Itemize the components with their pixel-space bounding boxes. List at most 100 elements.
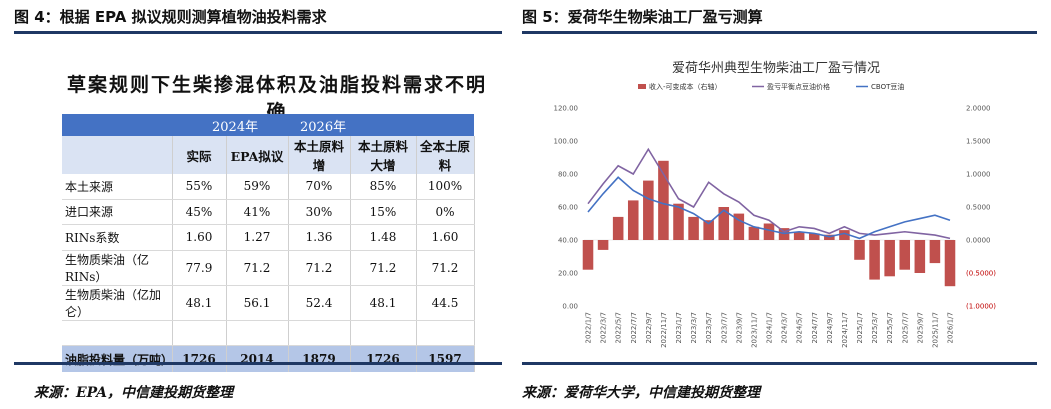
cell: 1.36 — [288, 224, 351, 251]
profit-bar — [673, 203, 684, 240]
figure-5-source: 来源：爱荷华大学，中信建投期货整理 — [522, 385, 760, 401]
x-tick-label: 2024/7/7 — [811, 312, 819, 343]
cell: 59% — [226, 174, 289, 200]
x-tick-label: 2025/3/7 — [871, 312, 879, 343]
year-2026-header: 2026年 — [288, 114, 475, 136]
profit-bar — [733, 213, 745, 240]
cell: 30% — [288, 199, 351, 225]
y-left-tick-label: 20.00 — [558, 270, 578, 278]
chart-title: 爱荷华州典型生物柴油工厂盈亏情况 — [672, 61, 880, 76]
profit-bar — [869, 240, 880, 280]
x-tick-label: 2023/3/7 — [690, 312, 698, 343]
y-left-tick-label: 0.00 — [562, 303, 578, 311]
row-label: 生物质柴油（亿加仑） — [62, 285, 173, 321]
demand-table: 2024年 2026年 实际 EPA拟议 本土原料增 本土原料大增 全本土原料 … — [62, 114, 475, 372]
profit-bar — [597, 240, 609, 250]
profit-bar — [582, 240, 594, 270]
row-label: 进口来源 — [62, 199, 173, 225]
row-label: 生物质柴油（亿RINs） — [62, 250, 173, 286]
chart-legend: 收入-可变成本（右轴） 盈亏平衡点豆油价格 CBOT豆油 — [638, 82, 904, 91]
figure-4-source: 来源：EPA，中信建投期货整理 — [34, 385, 234, 401]
cell: 71.2 — [288, 250, 351, 286]
total-cell: 1726 — [172, 345, 227, 372]
y-right-tick-label: 2.0000 — [966, 105, 991, 113]
legend-swatch-profit — [638, 84, 646, 89]
breakeven-line — [587, 147, 951, 240]
cbot-line — [587, 176, 951, 240]
y-left-tick-label: 60.00 — [558, 204, 578, 212]
row-label: 本土来源 — [62, 174, 173, 200]
figure-5-bottom-rule — [522, 362, 1037, 365]
cell: 44.5 — [416, 285, 475, 321]
x-tick-label: 2024/5/7 — [796, 312, 804, 343]
year-2024-header: 2024年 — [172, 114, 288, 136]
profit-bar — [944, 240, 956, 287]
y-left-tick-label: 40.00 — [558, 237, 578, 245]
x-tick-label: 2023/5/7 — [705, 312, 713, 343]
profit-bar — [703, 220, 714, 240]
cell: 1.27 — [226, 224, 289, 251]
cell: 56.1 — [226, 285, 289, 321]
x-tick-label: 2025/9/7 — [916, 312, 924, 343]
cell: 48.1 — [350, 285, 417, 321]
cell: 15% — [350, 199, 417, 225]
x-tick-label: 2024/1/7 — [766, 312, 774, 343]
cell: 100% — [416, 174, 475, 200]
profit-bar — [627, 200, 639, 240]
cell: 1.48 — [350, 224, 417, 251]
x-tick-label: 2025/5/7 — [886, 312, 894, 343]
y-right-tick-label: (0.5000) — [966, 270, 996, 278]
x-tick-label: 2025/11/7 — [931, 312, 939, 348]
cell: 85% — [350, 174, 417, 200]
col-header: 本土原料增 — [288, 136, 351, 174]
profit-bar — [658, 160, 669, 240]
table-row: 本土来源 55% 59% 70% 85% 100% — [62, 174, 475, 200]
profit-bar — [748, 226, 760, 240]
row-label: RINs系数 — [62, 224, 173, 251]
profit-bar — [884, 240, 895, 277]
profit-chart: 爱荷华州典型生物柴油工厂盈亏情况 收入-可变成本（右轴） 盈亏平衡点豆油价格 C… — [554, 61, 997, 348]
x-tick-label: 2023/9/7 — [735, 312, 743, 343]
x-tick-label: 2023/7/7 — [720, 312, 728, 343]
total-cell: 1879 — [288, 345, 351, 372]
y-right-tick-label: (1.0000) — [966, 303, 996, 311]
figure-4-top-rule — [14, 31, 502, 34]
total-label: 油脂投料量（万吨） — [62, 345, 173, 372]
x-tick-labels: 2022/1/7 2022/3/7 2022/5/7 2022/7/7 2022/9/7… — [585, 312, 955, 348]
y-left-tick-label: 120.00 — [554, 105, 579, 113]
col-header: EPA拟议 — [226, 136, 289, 174]
cell: 71.2 — [416, 250, 475, 286]
cell: 45% — [172, 199, 227, 225]
x-tick-label: 2022/9/7 — [645, 312, 653, 343]
figure-5-title: 图 5：爱荷华生物柴油工厂盈亏测算 — [522, 8, 763, 26]
y-right-tick-label: 1.5000 — [966, 138, 991, 146]
profit-bar — [914, 240, 926, 273]
cell: 52.4 — [288, 285, 351, 321]
y-right-tick-label: 0.0000 — [966, 237, 991, 245]
total-cell: 1597 — [416, 345, 475, 372]
x-tick-label: 2022/5/7 — [615, 312, 623, 343]
profit-bar — [718, 207, 730, 240]
figure-4-bottom-rule — [14, 362, 502, 365]
y-right-tick-label: 1.0000 — [966, 171, 991, 179]
table-spacer-row — [62, 320, 475, 346]
year-header-row: 2024年 2026年 — [62, 114, 475, 136]
x-tick-label: 2024/9/7 — [826, 312, 834, 343]
x-tick-label: 2022/7/7 — [630, 312, 638, 343]
cell: 70% — [288, 174, 351, 200]
y-left-tick-label: 100.00 — [554, 138, 579, 146]
total-cell: 1726 — [350, 345, 417, 372]
profit-bar — [612, 216, 624, 240]
cell: 77.9 — [172, 250, 227, 286]
legend-label-profit: 收入-可变成本（右轴） — [649, 82, 722, 91]
x-tick-label: 2023/1/7 — [675, 312, 683, 343]
table-row: 生物质柴油（亿加仑） 48.1 56.1 52.4 48.1 44.5 — [62, 285, 475, 321]
legend-label-breakeven: 盈亏平衡点豆油价格 — [767, 82, 830, 91]
col-header: 实际 — [172, 136, 227, 174]
chart-axes: 0.00 20.00 40.00 60.00 80.00 100.00 120.00 (1.0… — [554, 105, 997, 311]
total-cell: 2014 — [226, 345, 289, 372]
legend-label-cbot: CBOT豆油 — [871, 82, 904, 91]
table-row: RINs系数 1.60 1.27 1.36 1.48 1.60 — [62, 224, 475, 251]
profit-bar — [929, 240, 941, 264]
figure-4-title: 图 4：根据 EPA 拟议规则测算植物油投料需求 — [14, 8, 327, 26]
